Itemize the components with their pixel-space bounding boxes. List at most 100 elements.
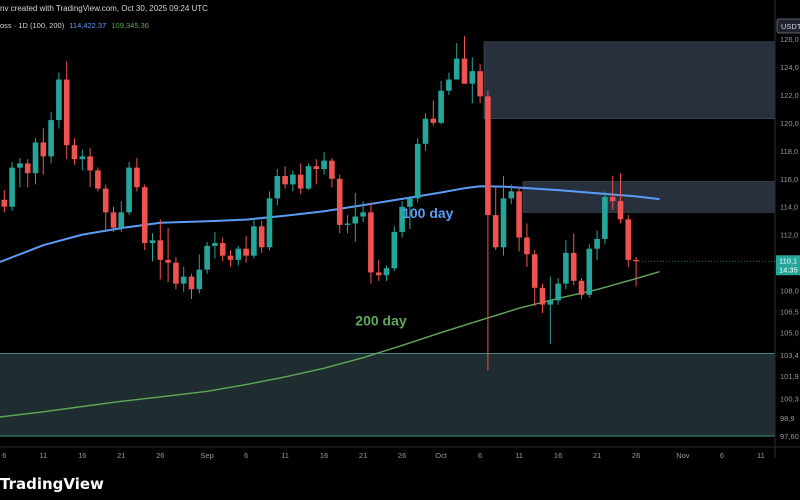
candle-body <box>414 143 421 199</box>
candle-body <box>63 79 70 146</box>
ma100-line <box>0 185 660 263</box>
candle <box>360 201 366 223</box>
candle <box>204 241 210 274</box>
candle-body <box>461 58 468 84</box>
candle <box>602 191 608 245</box>
candle-body <box>375 272 382 276</box>
candle-body <box>266 198 273 248</box>
indicator-legend[interactable]: oss · 1D (100, 200) 114,422.37 109,345.3… <box>0 21 149 30</box>
candle <box>344 215 351 234</box>
candle <box>570 233 577 286</box>
candle <box>219 237 226 262</box>
candle-body <box>40 142 47 157</box>
ma200-line <box>0 271 660 418</box>
countdown-text: 14:35 <box>779 265 798 274</box>
candle <box>188 273 195 300</box>
candle <box>235 245 242 266</box>
candle-body <box>329 160 335 179</box>
candle-body <box>500 198 507 248</box>
candle-body <box>344 223 351 225</box>
candle-body <box>1 199 8 207</box>
x-tick-label: 11 <box>757 451 765 460</box>
lower-demand-zone <box>0 353 775 436</box>
last-price-box <box>776 255 800 276</box>
x-tick-label: 16 <box>78 451 86 460</box>
x-tick-label: 6 <box>244 451 248 460</box>
credit-text: nv created with TradingView.com, Oct 30,… <box>0 4 208 13</box>
candle <box>391 226 398 272</box>
candle-body <box>492 215 499 248</box>
candle-body <box>141 187 148 244</box>
candle <box>126 162 132 216</box>
upper-supply-zone-border <box>483 41 775 119</box>
candle <box>63 61 70 160</box>
candle <box>531 250 538 306</box>
candle <box>118 201 125 232</box>
candle-body <box>17 163 23 168</box>
ma100-legend-value: 114,422.37 <box>69 21 107 30</box>
candle <box>313 159 320 185</box>
candle <box>290 170 296 192</box>
candle <box>32 138 39 185</box>
candle <box>110 206 117 232</box>
x-tick-label: Nov <box>676 451 690 460</box>
candle <box>196 254 203 294</box>
candle <box>173 257 179 290</box>
candle <box>1 189 8 213</box>
candle <box>56 72 62 129</box>
candle <box>609 175 616 210</box>
x-tick-label: 26 <box>632 451 640 460</box>
candle <box>71 138 78 165</box>
candle-body <box>79 156 86 160</box>
plot-area: 100 day 200 day <box>0 36 775 437</box>
candle-body <box>102 188 109 213</box>
candle-body <box>24 163 31 174</box>
candle <box>633 257 639 287</box>
candle-body <box>134 167 140 188</box>
candle-body <box>321 160 327 170</box>
candle-body <box>399 206 405 232</box>
candle <box>40 128 47 175</box>
candle <box>446 72 452 95</box>
candle-body <box>235 248 242 260</box>
last-price-text: 110,1 <box>779 256 797 265</box>
candle-body <box>313 166 320 170</box>
candle-body <box>180 276 187 284</box>
ma100-annotation: 100 day <box>402 205 454 221</box>
candle-body <box>32 142 39 174</box>
candle <box>500 175 507 256</box>
candle <box>212 231 218 259</box>
candle-body <box>95 170 101 189</box>
candle-body <box>149 240 156 244</box>
candle <box>149 233 156 262</box>
candle-body <box>188 276 195 290</box>
candle <box>134 157 140 192</box>
candle <box>383 265 390 281</box>
candle <box>95 167 101 192</box>
candle <box>282 166 288 189</box>
x-tick-label: 16 <box>320 451 328 460</box>
candle-body <box>469 71 476 84</box>
candle-body <box>48 120 54 157</box>
candle <box>625 215 632 267</box>
candle <box>9 162 15 211</box>
candle <box>586 244 593 298</box>
candle-body <box>555 283 561 301</box>
candle-body <box>173 262 179 284</box>
candle-body <box>126 167 132 213</box>
candle <box>227 250 234 267</box>
candle <box>368 202 374 284</box>
candle-body <box>586 248 593 295</box>
candle-body <box>360 212 366 217</box>
x-tick-label: 11 <box>515 451 523 460</box>
candle-body <box>539 287 546 305</box>
candle-body <box>422 118 429 144</box>
candle-body <box>227 255 234 260</box>
x-tick-label: 26 <box>156 451 164 460</box>
candle-body <box>368 212 374 273</box>
candle-body <box>56 79 62 121</box>
x-tick-label: 11 <box>39 451 47 460</box>
candle <box>266 191 273 251</box>
candle-body <box>438 90 444 123</box>
